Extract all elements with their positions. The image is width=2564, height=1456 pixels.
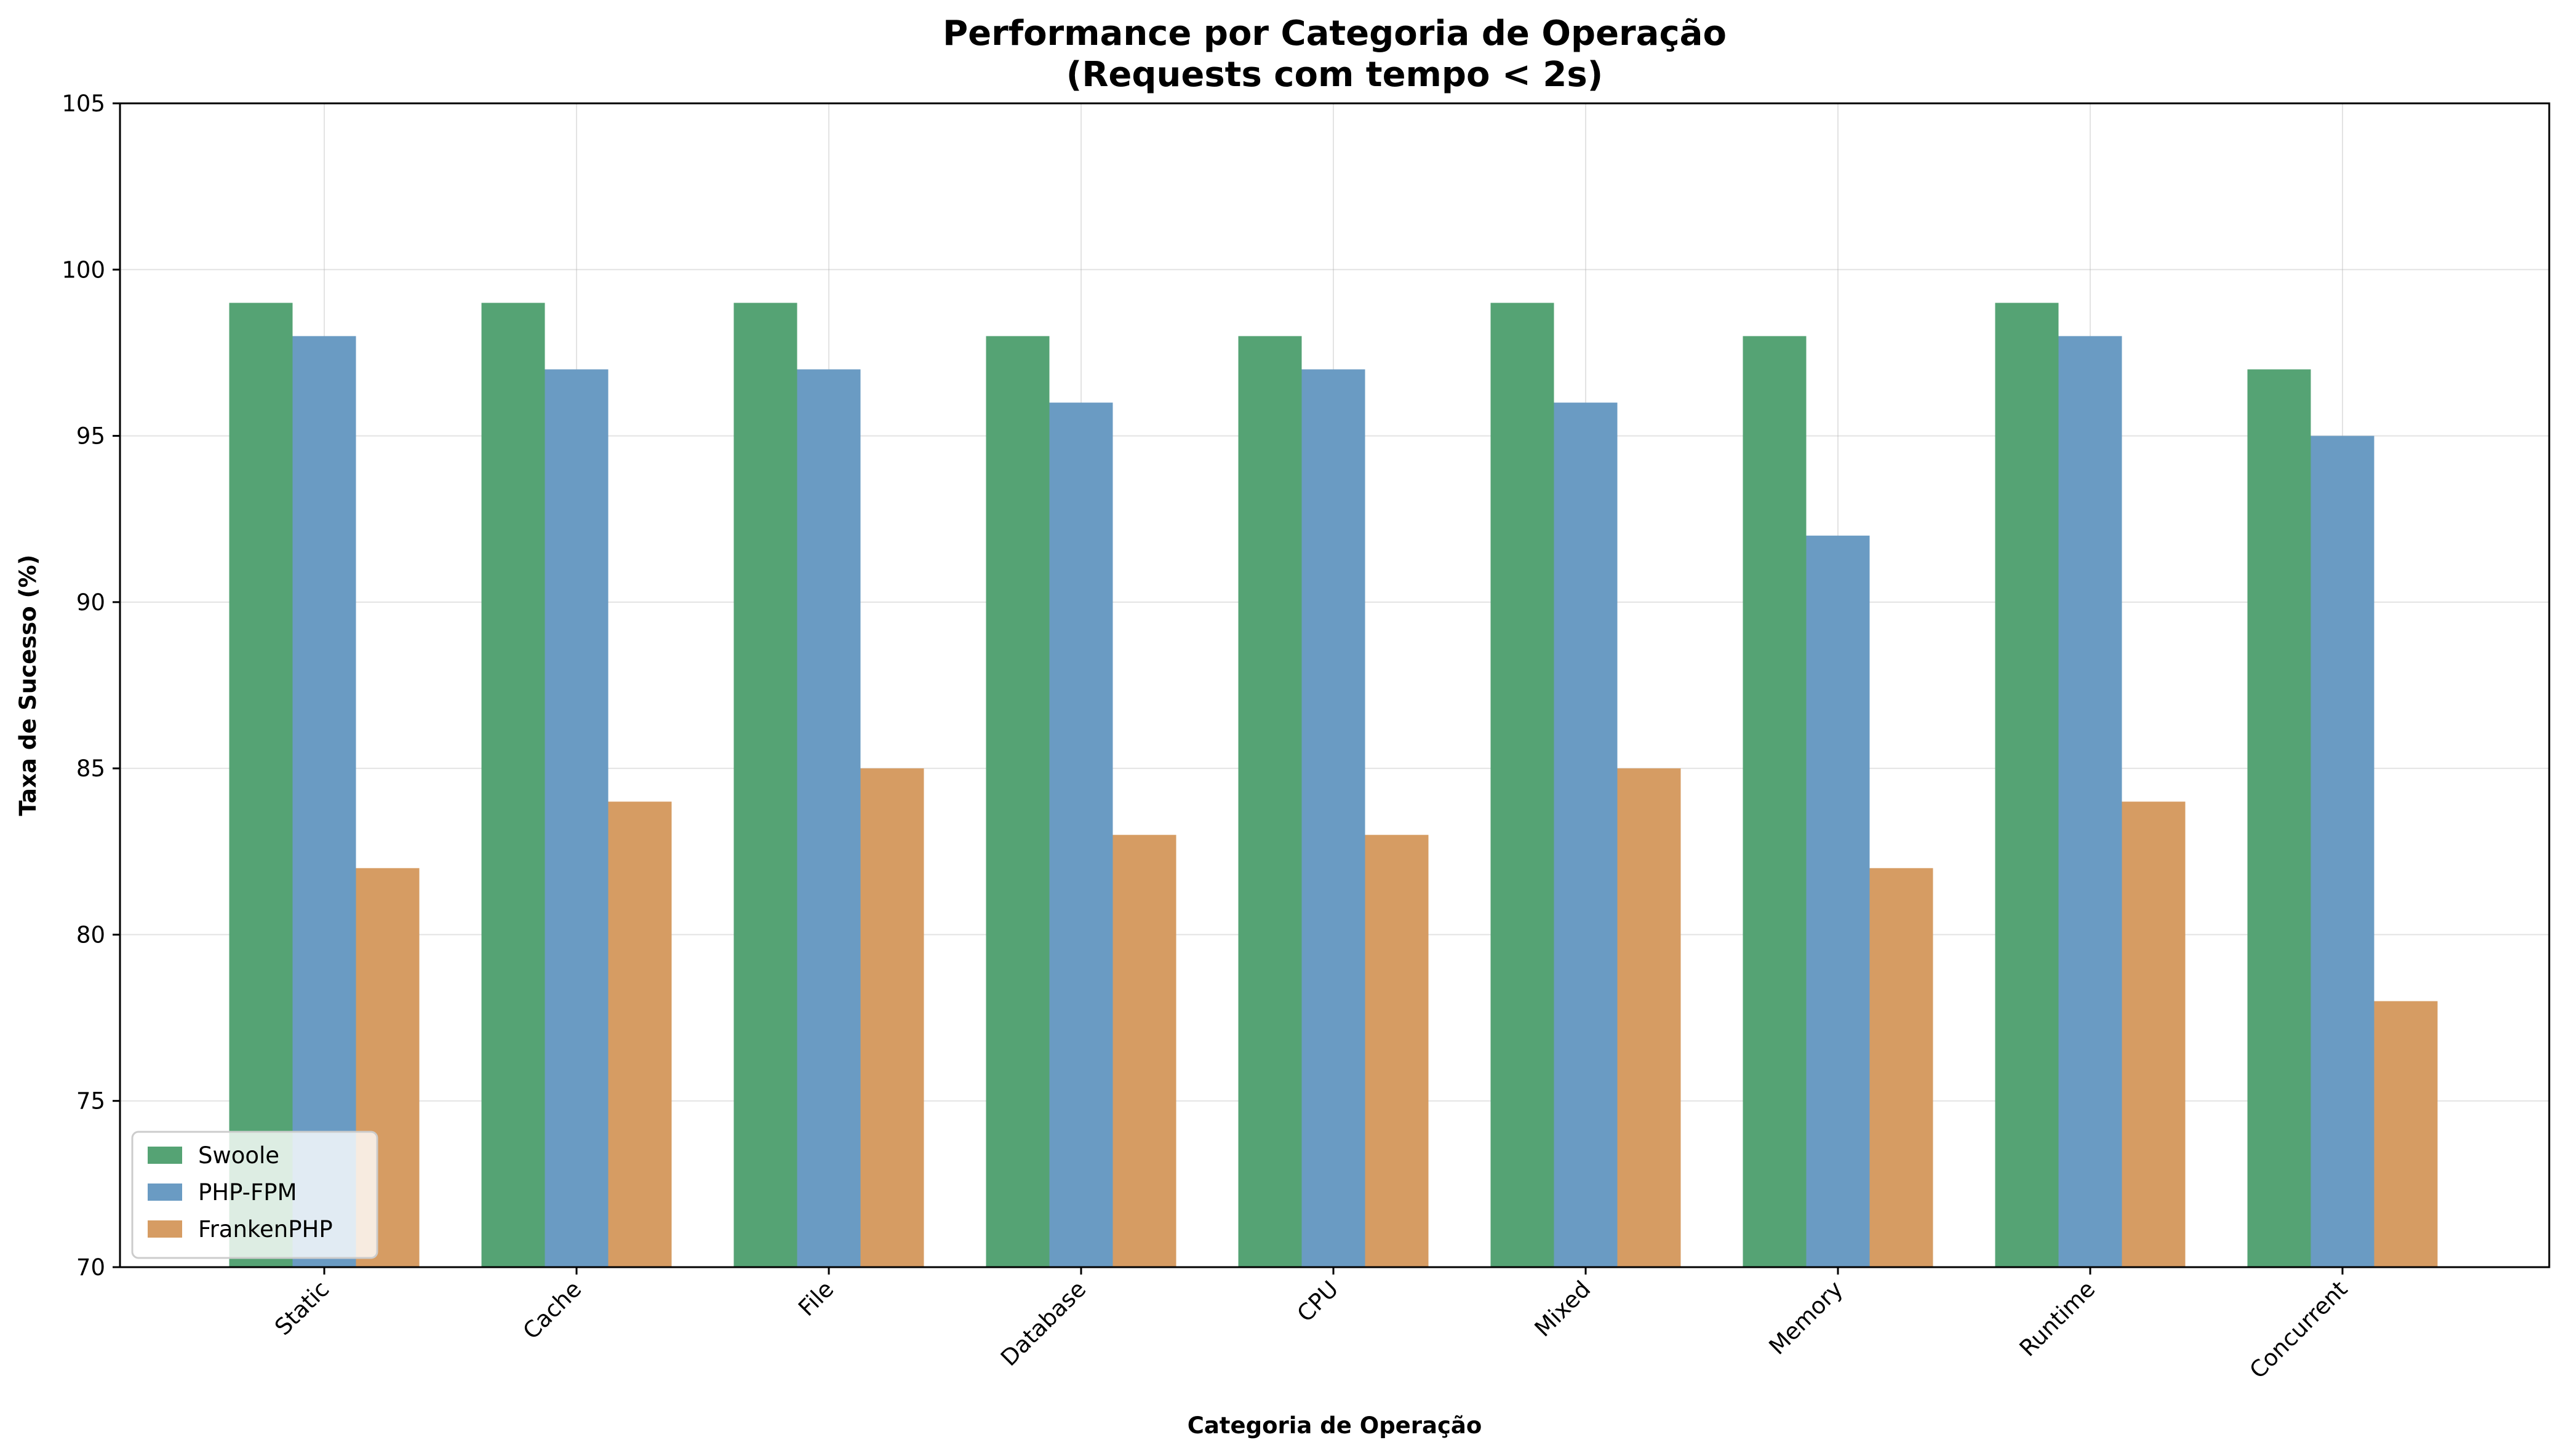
legend-swatch xyxy=(148,1147,182,1164)
bar xyxy=(2122,802,2186,1267)
bar xyxy=(1490,303,1554,1267)
bar xyxy=(2374,1001,2438,1267)
bar xyxy=(797,369,861,1267)
y-tick-label: 100 xyxy=(62,257,105,283)
x-axis-label: Categoria de Operação xyxy=(1188,1412,1482,1439)
bar xyxy=(1995,303,2059,1267)
bar xyxy=(1806,535,1870,1267)
bar xyxy=(2247,369,2311,1267)
legend-label: FrankenPHP xyxy=(198,1216,333,1243)
legend-label: Swoole xyxy=(198,1142,279,1169)
bar xyxy=(1617,768,1681,1267)
plot-frame xyxy=(119,102,2550,1268)
bar xyxy=(292,336,356,1267)
y-tick-label: 75 xyxy=(76,1088,105,1115)
y-tick-label: 95 xyxy=(76,423,105,450)
bar xyxy=(1554,402,1618,1267)
bar xyxy=(545,369,609,1267)
y-tick-label: 70 xyxy=(76,1254,105,1281)
chart-title-line2: (Requests com tempo < 2s) xyxy=(1066,55,1603,95)
bar xyxy=(1049,402,1113,1267)
bar xyxy=(481,303,545,1267)
bar xyxy=(1238,336,1302,1267)
bar xyxy=(1869,868,1933,1267)
chart-title-line1: Performance por Categoria de Operação xyxy=(943,14,1727,54)
y-tick-label: 80 xyxy=(76,921,105,948)
bar xyxy=(229,303,293,1267)
y-axis-ticks: 70 75 80 85 90 95 100 105 xyxy=(62,90,120,1281)
legend-swatch xyxy=(148,1183,182,1201)
y-tick-label: 105 xyxy=(62,90,105,117)
bar xyxy=(860,768,924,1267)
bar xyxy=(733,303,797,1267)
bars xyxy=(229,303,2438,1267)
y-tick-label: 85 xyxy=(76,755,105,782)
bar xyxy=(1743,336,1807,1267)
legend-label: PHP-FPM xyxy=(198,1179,297,1206)
bar xyxy=(1301,369,1365,1267)
y-tick-label: 90 xyxy=(76,589,105,616)
y-axis-label: Taxa de Sucesso (%) xyxy=(15,555,41,816)
legend: Swoole PHP-FPM FrankenPHP xyxy=(131,1131,378,1259)
legend-swatch xyxy=(148,1220,182,1238)
bar xyxy=(1365,835,1429,1267)
bar xyxy=(986,336,1050,1267)
bar xyxy=(608,802,672,1267)
legend-box xyxy=(131,1131,378,1259)
bar xyxy=(2310,436,2374,1267)
bar xyxy=(2058,336,2122,1267)
bar xyxy=(1112,835,1176,1267)
legend-items: Swoole PHP-FPM FrankenPHP xyxy=(148,1142,333,1243)
